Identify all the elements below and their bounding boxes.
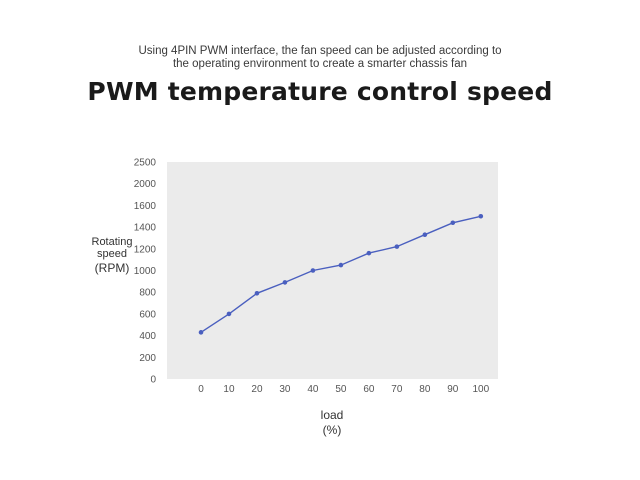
x-axis-label-line-1: load bbox=[320, 408, 344, 422]
y-axis-label-line-2: speed bbox=[97, 248, 127, 260]
data-point bbox=[282, 280, 288, 285]
x-tick-label: 40 bbox=[307, 384, 319, 395]
data-point bbox=[422, 232, 428, 237]
x-tick-label: 10 bbox=[223, 384, 235, 395]
y-tick-label: 2000 bbox=[134, 179, 157, 190]
x-tick-label: 80 bbox=[419, 384, 431, 395]
y-tick-label: 800 bbox=[139, 288, 156, 299]
plot-area bbox=[167, 162, 498, 379]
y-tick-label: 400 bbox=[139, 331, 156, 342]
data-series bbox=[198, 213, 484, 335]
x-tick-label: 20 bbox=[251, 384, 263, 395]
x-tick-label: 100 bbox=[472, 384, 489, 395]
data-point bbox=[478, 213, 484, 219]
y-tick-label: 1600 bbox=[134, 201, 157, 212]
y-axis-ticks: 0 200 400 600 800 1000 1200 1400 1600 2000 2500 bbox=[134, 158, 157, 386]
y-axis-label-unit: (RPM) bbox=[94, 261, 130, 275]
data-point bbox=[310, 268, 316, 273]
x-tick-label: 70 bbox=[391, 384, 403, 395]
data-point bbox=[450, 220, 456, 226]
data-point bbox=[366, 250, 372, 256]
x-tick-label: 50 bbox=[335, 384, 347, 395]
x-tick-label: 0 bbox=[198, 384, 204, 395]
data-point bbox=[226, 311, 232, 317]
x-tick-label: 90 bbox=[447, 384, 459, 395]
chart-subtitle-line-1: Using 4PIN PWM interface, the fan speed … bbox=[138, 45, 502, 57]
chart-title: PWM temperature control speed bbox=[87, 77, 553, 106]
y-tick-label: 1000 bbox=[134, 266, 157, 277]
y-tick-label: 1400 bbox=[134, 223, 157, 234]
x-axis-label-unit: (%) bbox=[322, 423, 342, 437]
data-point bbox=[338, 262, 344, 268]
y-tick-label: 0 bbox=[150, 375, 156, 386]
data-point bbox=[198, 330, 204, 335]
chart-subtitle-line-2: the operating environment to create a sm… bbox=[172, 58, 468, 70]
x-axis-ticks: 0 10 20 30 40 50 60 70 80 90 100 bbox=[198, 384, 489, 395]
y-tick-label: 600 bbox=[139, 309, 156, 320]
y-tick-label: 1200 bbox=[134, 244, 157, 255]
data-point bbox=[254, 290, 260, 296]
y-tick-label: 200 bbox=[139, 353, 156, 364]
x-tick-label: 60 bbox=[363, 384, 375, 395]
x-tick-label: 30 bbox=[279, 384, 291, 395]
data-point bbox=[394, 244, 400, 249]
y-axis-label-line-1: Rotating bbox=[91, 236, 133, 248]
y-tick-label: 2500 bbox=[134, 158, 157, 169]
